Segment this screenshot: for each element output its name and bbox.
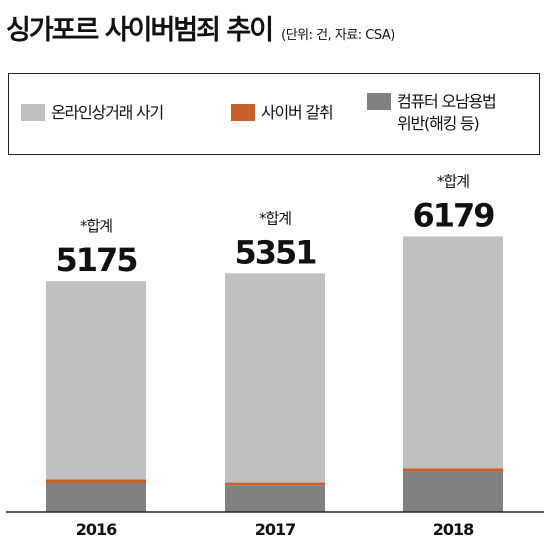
x-tick-2018: 2018	[433, 520, 474, 539]
legend-item-online-fraud: 온라인상거래 사기	[21, 102, 164, 124]
chart-title: 싱가포르 사이버범죄 추이	[6, 15, 274, 46]
chart-title-row: 싱가포르 사이버범죄 추이 (단위: 건, 자료: CSA)	[6, 8, 395, 47]
total-value-2017: 5351	[234, 233, 316, 271]
bar-segment-cyber-extortion-2017	[225, 482, 325, 486]
x-tick-2017: 2017	[255, 520, 296, 539]
bar-segment-cyber-extortion-2016	[46, 479, 146, 484]
total-caption-2018: *합계	[437, 172, 469, 190]
chart-subtitle: (단위: 건, 자료: CSA)	[281, 28, 395, 43]
bar-segment-online-fraud-2018	[403, 236, 503, 469]
total-value-2018: 6179	[412, 196, 494, 234]
legend-swatch-online-fraud	[21, 104, 45, 121]
bar-segment-computer-misuse-2016	[46, 483, 146, 512]
legend-label-cyber-extortion: 사이버 갈취	[261, 103, 334, 122]
bar-segment-computer-misuse-2018	[403, 471, 503, 512]
legend: 온라인상거래 사기 사이버 갈취 컴퓨터 오남용법 위반(해킹 등)	[8, 73, 540, 155]
legend-item-cyber-extortion: 사이버 갈취	[231, 102, 334, 124]
bar-segment-computer-misuse-2017	[225, 485, 325, 512]
x-tick-2016: 2016	[76, 520, 117, 539]
legend-swatch-cyber-extortion	[231, 104, 255, 121]
legend-swatch-computer-misuse	[367, 93, 391, 110]
bar-segment-cyber-extortion-2018	[403, 468, 503, 472]
legend-label-online-fraud: 온라인상거래 사기	[51, 103, 164, 122]
legend-item-computer-misuse: 컴퓨터 오남용법 위반(해킹 등)	[367, 91, 497, 135]
bar-segment-online-fraud-2016	[46, 281, 146, 480]
bar-segment-online-fraud-2017	[225, 273, 325, 483]
total-value-2016: 5175	[55, 241, 137, 279]
total-caption-2017: *합계	[259, 209, 291, 227]
total-caption-2016: *합계	[80, 217, 112, 235]
legend-label-computer-misuse: 컴퓨터 오남용법 위반(해킹 등)	[397, 92, 497, 133]
